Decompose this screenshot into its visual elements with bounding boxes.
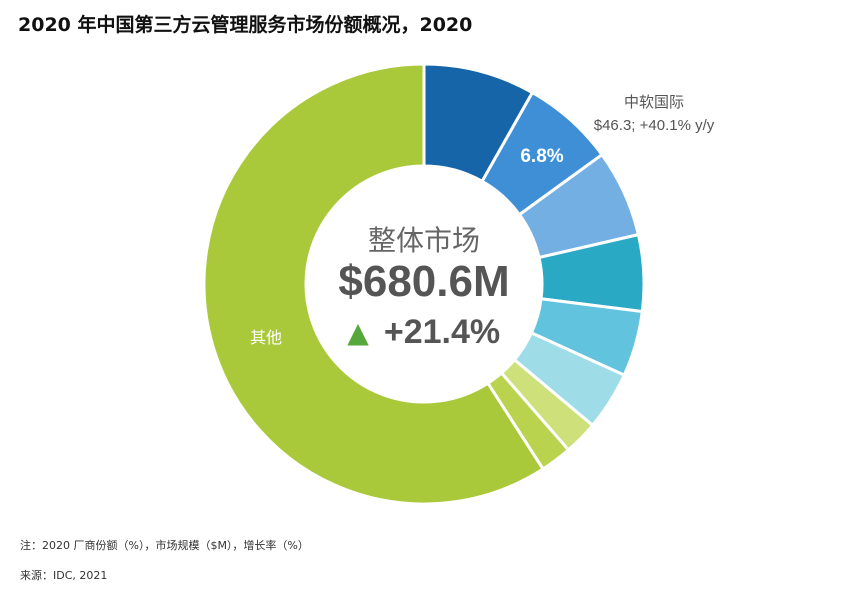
growth-up-icon: ▲: [347, 316, 369, 349]
center-label: 整体市场: [368, 224, 480, 257]
source-note: 来源：IDC, 2021: [20, 569, 108, 582]
center-growth: +21.4%: [384, 313, 500, 351]
slices-group: [202, 62, 646, 506]
center-total: $680.6M: [338, 257, 509, 306]
donut-hole: [306, 166, 542, 402]
slice-label-2: 6.8%: [520, 146, 563, 167]
callout-detail: $46.3; +40.1% y/y: [594, 117, 715, 134]
chart-title: 2020 年中国第三方云管理服务市场份额概况，2020: [18, 14, 473, 36]
footnote: 注：2020 厂商份额（%），市场规模（$M），增长率（%）: [20, 539, 309, 552]
slice-label-other: 其他: [250, 328, 282, 347]
callout-name: 中软国际: [624, 93, 684, 111]
